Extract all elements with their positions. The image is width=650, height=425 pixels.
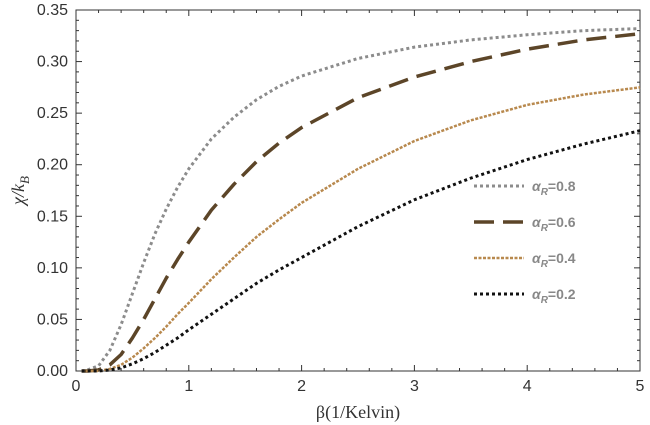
series-line-2: [81, 86, 641, 373]
y-tick-label: 0.25: [37, 105, 68, 122]
legend-label-1: αR=0.6: [532, 214, 576, 234]
x-axis-title: β(1/Kelvin): [316, 402, 400, 423]
y-tick-label: 0.20: [37, 157, 68, 174]
axes-layer: 0 1 2 3 4 5 0.00 0.05 0.10 0.15 0.20 0.25 0.30 0.35: [37, 2, 645, 395]
legend-label-2: αR=0.4: [532, 250, 576, 270]
series-line-3: [81, 129, 641, 373]
legend-label-0: αR=0.8: [532, 178, 576, 198]
x-tick-label: 5: [636, 378, 645, 395]
legend: αR=0.8 αR=0.6 αR=0.4 αR=0.2: [474, 178, 576, 306]
y-tick-label: 0.05: [37, 311, 68, 328]
series-line-0: [81, 27, 641, 373]
series-line-1: [81, 31, 641, 373]
y-tick-label: 0.10: [37, 260, 68, 277]
x-tick-label: 3: [410, 378, 419, 395]
plot-frame: [75, 9, 641, 372]
y-axis-title: χ/kB: [8, 176, 32, 207]
y-tick-label: 0.15: [37, 208, 68, 225]
y-tick-label: 0.35: [37, 2, 68, 19]
legend-label-3: αR=0.2: [532, 286, 576, 306]
axis-titles: β(1/Kelvin) χ/kB: [8, 176, 400, 423]
x-tick-label: 2: [297, 378, 306, 395]
x-tick-label: 4: [523, 378, 532, 395]
x-tick-label: 0: [72, 378, 81, 395]
y-tick-label: 0.30: [37, 54, 68, 71]
series-layer: [81, 27, 641, 373]
x-tick-label: 1: [184, 378, 193, 395]
y-tick-label: 0.00: [37, 363, 68, 380]
